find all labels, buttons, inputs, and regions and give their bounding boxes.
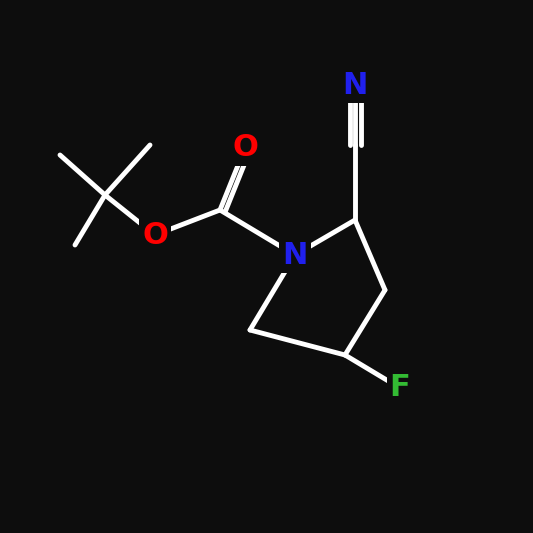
Text: O: O bbox=[142, 221, 168, 249]
Text: O: O bbox=[232, 133, 258, 163]
Text: F: F bbox=[390, 374, 410, 402]
Text: N: N bbox=[282, 240, 308, 270]
Text: N: N bbox=[342, 70, 368, 100]
